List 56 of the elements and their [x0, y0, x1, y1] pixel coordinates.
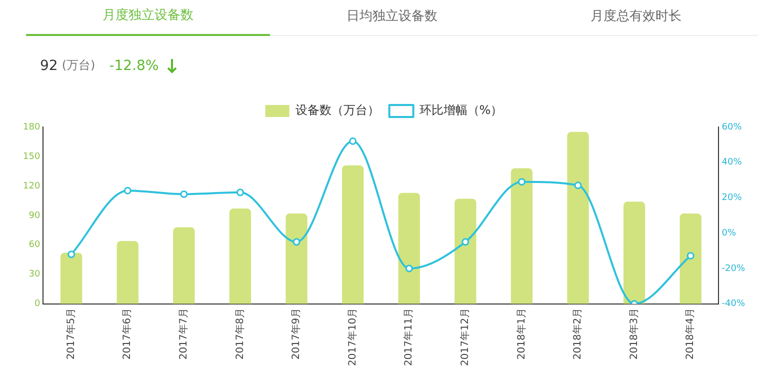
text: 日均独立设备数: [270, 1, 514, 36]
legend-label: 环比增幅（%）: [419, 103, 503, 118]
y-tick-label: 60: [28, 240, 40, 250]
x-tick-label: 2017年7月: [178, 308, 190, 360]
x-tick-label: 2017年5月: [64, 308, 77, 360]
point: [574, 182, 582, 190]
x-tick-label: 2018年3月: [628, 308, 640, 360]
y-tick-label: 120: [22, 181, 40, 192]
x-tick-label: 2017年11月: [402, 308, 415, 366]
y-tick-label: 0: [34, 299, 40, 310]
point: [405, 264, 413, 272]
text: 92: [40, 58, 58, 74]
point: [462, 238, 470, 246]
x-tick-label: 2017年9月: [290, 308, 302, 360]
text: -12.8%: [109, 58, 159, 74]
bar: [680, 213, 702, 304]
point: [518, 178, 526, 186]
point: [349, 137, 357, 145]
y2-tick-label: 60%: [722, 122, 742, 132]
y-tick-label: 180: [22, 122, 40, 132]
text: 月度总有效时长: [514, 1, 758, 36]
point: [236, 188, 244, 196]
y2-tick-label: 40%: [722, 158, 742, 168]
x-tick-label: 2018年4月: [684, 308, 696, 360]
bar: [398, 192, 420, 304]
x-tick-label: 2017年8月: [234, 308, 246, 360]
point: [124, 186, 132, 194]
y-tick-label: 90: [28, 210, 40, 221]
bar: [286, 213, 308, 304]
legend-label: 设备数（万台）: [295, 103, 380, 118]
bar: [454, 198, 476, 304]
point: [292, 238, 300, 246]
y2-tick-label: 0%: [722, 228, 736, 238]
y-tick-label: 150: [22, 152, 40, 162]
point: [686, 252, 694, 260]
bar: [510, 168, 533, 304]
bar: [116, 240, 138, 304]
x-tick-label: 2018年2月: [572, 308, 584, 360]
bar: [342, 165, 364, 304]
x-tick-label: 2017年10月: [346, 308, 358, 366]
bar: [623, 202, 646, 304]
text: 月度独立设备数: [26, 0, 270, 36]
x-tick-label: 2017年6月: [121, 308, 134, 360]
text: (万台): [62, 57, 96, 74]
bar: [173, 227, 195, 304]
bar: [567, 132, 589, 304]
y2-tick-label: -20%: [722, 264, 746, 274]
x-tick-label: 2017年12月: [459, 308, 472, 366]
y2-tick-label: 20%: [722, 193, 742, 204]
x-tick-label: 2018年1月: [515, 308, 528, 360]
bar: [60, 252, 82, 304]
y2-tick-label: -40%: [722, 299, 746, 310]
y-tick-label: 30: [28, 270, 40, 280]
point: [68, 250, 76, 258]
point: [180, 190, 188, 198]
bar: [229, 208, 252, 304]
